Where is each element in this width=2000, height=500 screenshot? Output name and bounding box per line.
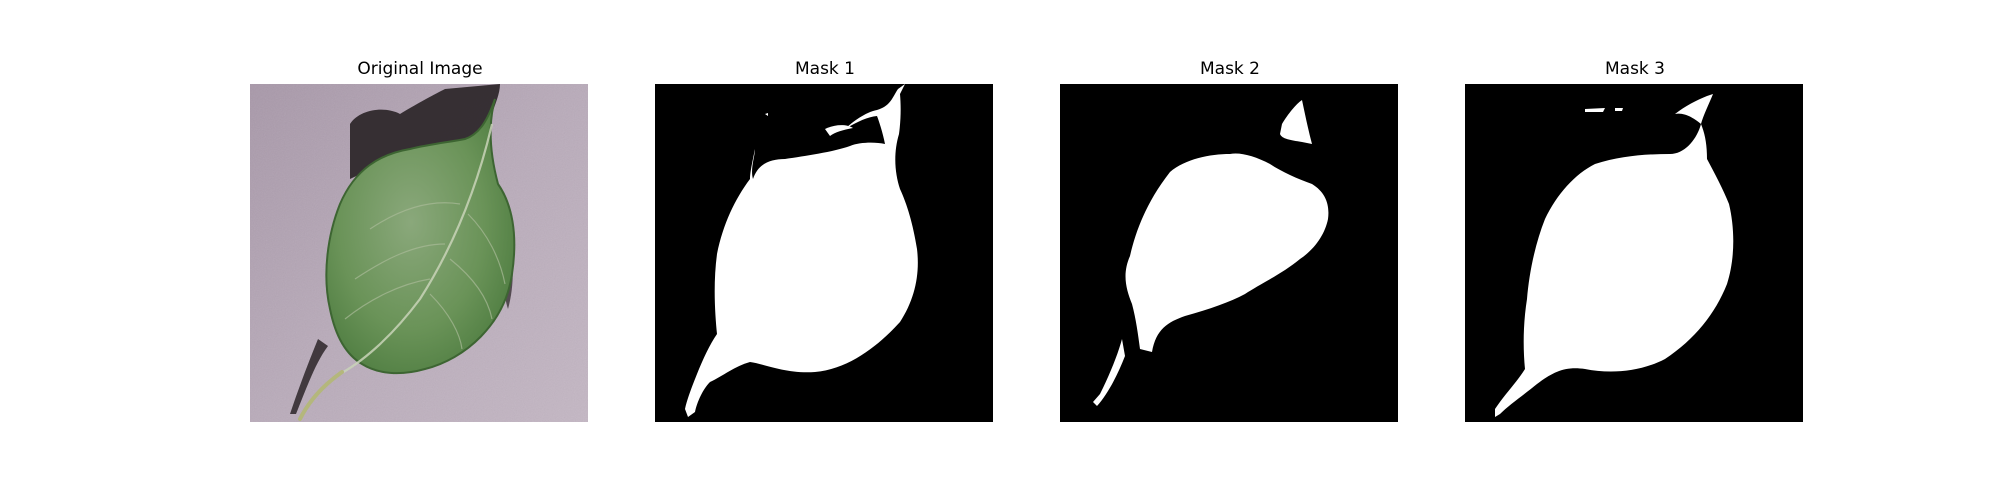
panel-title: Mask 2 [1060,58,1400,80]
mask-1-image [655,84,993,422]
mask-2-image [1060,84,1398,422]
panel-title: Mask 1 [655,58,995,80]
panel-title: Original Image [250,58,590,80]
leaf-photo [250,84,588,422]
panel-title: Mask 3 [1465,58,1805,80]
mask-3-image [1465,84,1803,422]
